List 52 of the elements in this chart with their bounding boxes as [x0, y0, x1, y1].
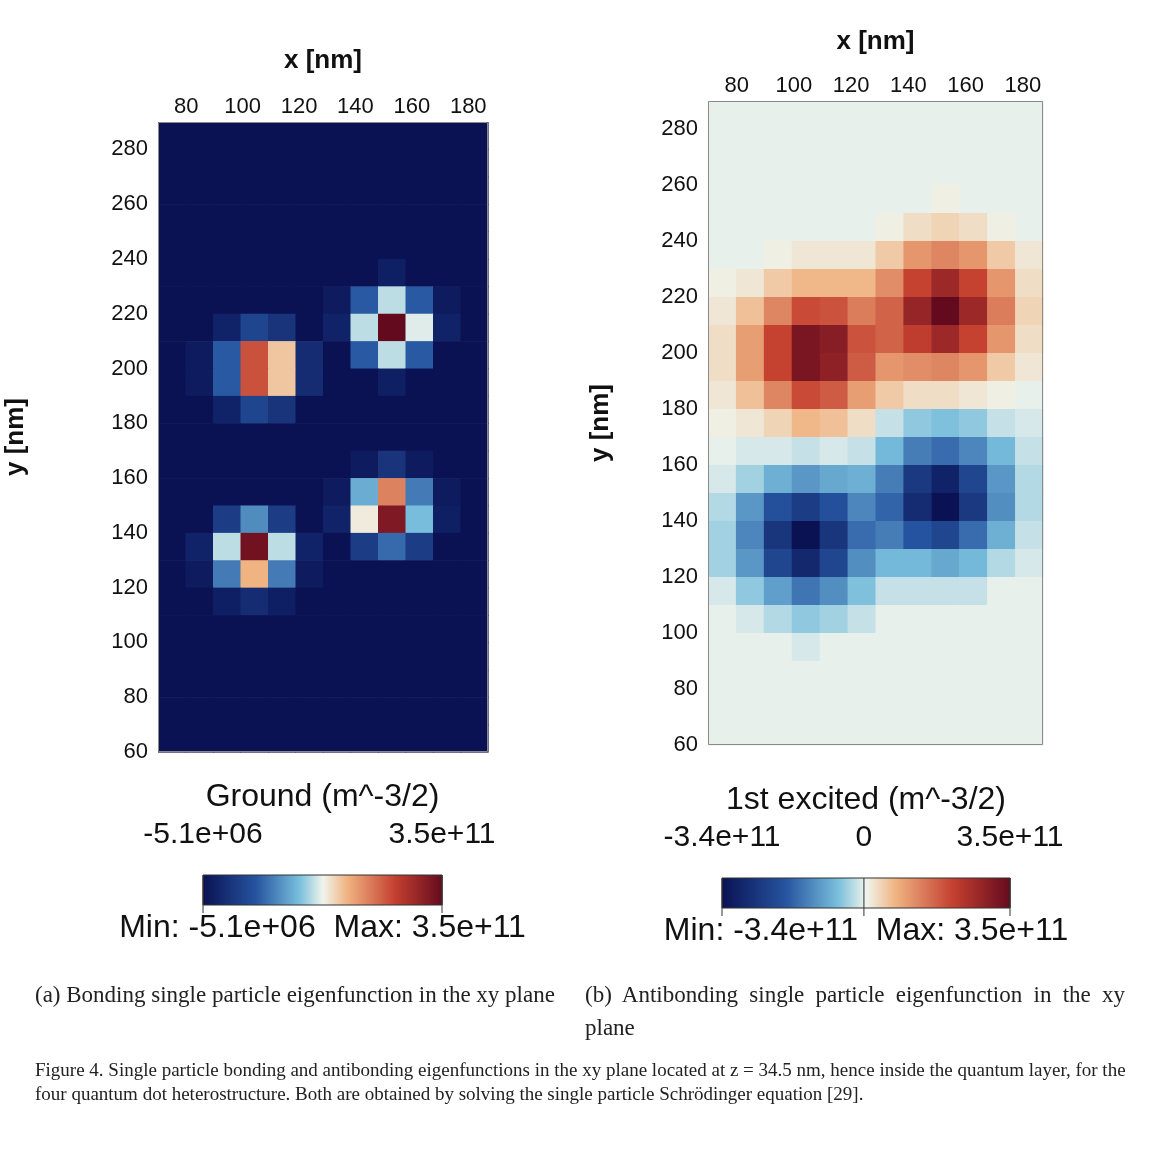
y-tick-label: 200 — [661, 339, 698, 365]
y-tick-label: 100 — [111, 628, 148, 654]
x-tick-label: 100 — [775, 71, 813, 97]
caption: Figure 4. Single particle bonding and antibonding eigenfunctions in the xy plane located at z = 34.5 nm, hence inside the quantum layer, for the four quantum dot heterostructure. Both are obtained by solving the single particle Schrödinger equation [29]. — [35, 1058, 1127, 1106]
x-tick-label: 180 — [1004, 71, 1042, 97]
y-axis-title: y [nm] — [0, 398, 29, 476]
y-tick-label: 220 — [111, 299, 148, 325]
y-tick-label: 280 — [111, 135, 148, 161]
y-tick-label: 160 — [111, 464, 148, 490]
x-tick-label: 120 — [832, 71, 870, 97]
color-bar-label: 3.5e+11 — [956, 819, 1064, 853]
y-tick-label: 180 — [661, 395, 698, 421]
text: Min: -3.4e+11 Max: 3.5e+11 — [663, 910, 1069, 947]
text: (b) Antibonding single particle eigenfunction in the xy plane — [585, 981, 1125, 1042]
x-tick-label: 160 — [393, 92, 431, 118]
y-tick-label: 100 — [661, 619, 698, 645]
y-tick-label: 120 — [661, 563, 698, 589]
y-tick-label: 240 — [661, 227, 698, 253]
y-tick-label: 240 — [111, 245, 148, 271]
x-tick-label: 180 — [449, 92, 487, 118]
x-tick-label: 100 — [224, 92, 261, 118]
y-tick-label: 220 — [661, 283, 698, 309]
color-bar-label: -5.1e+06 — [143, 816, 263, 850]
x-tick-label: 160 — [947, 71, 985, 97]
y-tick-label: 260 — [111, 190, 148, 216]
y-tick-label: 280 — [661, 115, 698, 141]
y-tick-label: 180 — [111, 409, 148, 435]
y-tick-label: 160 — [661, 451, 698, 477]
x-axis-title: x [nm] — [284, 43, 362, 74]
text: Min: -5.1e+06 Max: 3.5e+11 — [119, 907, 526, 944]
y-tick-label: 260 — [661, 171, 698, 197]
x-tick-label: 120 — [280, 92, 318, 118]
x-axis-title: x [nm] — [836, 24, 915, 55]
y-tick-label: 140 — [661, 507, 698, 533]
y-tick-label: 120 — [111, 573, 148, 599]
y-tick-label: 80 — [123, 683, 148, 709]
x-tick-label: 140 — [337, 92, 374, 118]
color-bar-label: -3.4e+11 — [663, 819, 781, 853]
y-tick-label: 60 — [673, 731, 698, 757]
color-bar-label: 0 — [855, 819, 873, 853]
color-bar-title: Ground (m^-3/2) — [205, 776, 440, 813]
x-tick-label: 80 — [173, 92, 199, 118]
y-tick-label: 140 — [111, 518, 148, 544]
x-tick-label: 80 — [724, 71, 749, 97]
y-tick-label: 60 — [123, 738, 148, 764]
text: (a) Bonding single particle eigenfunction in the xy plane — [35, 981, 556, 1009]
x-tick-label: 140 — [890, 71, 927, 97]
y-axis-title: y [nm] — [583, 384, 614, 462]
y-tick-label: 80 — [673, 675, 698, 701]
y-tick-label: 200 — [111, 354, 148, 380]
color-bar-label: 3.5e+11 — [388, 816, 496, 850]
color-bar-title: 1st excited (m^-3/2) — [726, 779, 1006, 816]
